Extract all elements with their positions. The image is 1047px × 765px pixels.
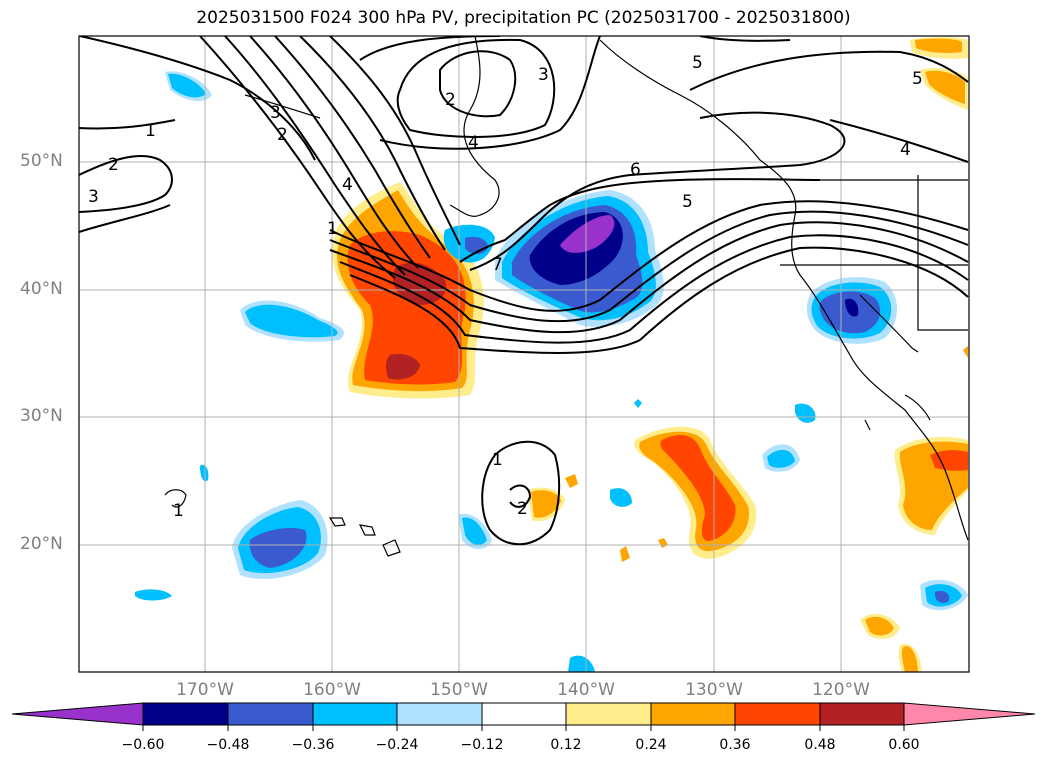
- pv-label: 3: [88, 187, 99, 207]
- colorbar: [11, 702, 1036, 731]
- lon-label-160w: 160°W: [303, 680, 361, 700]
- lon-label-150w: 150°W: [430, 680, 488, 700]
- pv-label: 4: [900, 140, 911, 160]
- colorbar-tick-label: −0.60: [121, 737, 165, 753]
- colorbar-extend-low: [11, 702, 144, 726]
- pv-label: 1: [173, 501, 184, 521]
- pv-label: 2: [108, 155, 119, 175]
- colorbar-tick-label: −0.12: [460, 737, 504, 753]
- precip-negative-blob-hawaii-west: [232, 500, 328, 579]
- gridlines: [79, 36, 969, 672]
- pv-label: 6: [630, 160, 641, 180]
- pv-label: 3: [538, 65, 549, 85]
- lat-label-50n: 50°N: [20, 151, 63, 171]
- lat-label-40n: 40°N: [20, 279, 63, 299]
- colorbar-tick-label: 0.24: [635, 737, 667, 753]
- precip-negative-blob-california: [806, 277, 898, 344]
- lon-label-120w: 120°W: [812, 680, 870, 700]
- pv-contour-labels: 1 2 3 2 3 4 1 2 3 4 6 5 7 5 4 5 1 1 2: [88, 53, 923, 521]
- pv-label: 7: [492, 255, 503, 275]
- pv-label: 3: [270, 103, 281, 123]
- pv-label: 4: [342, 175, 353, 195]
- map-title: 2025031500 F024 300 hPa PV, precipitatio…: [196, 8, 851, 28]
- pv-label: 1: [327, 219, 338, 239]
- lat-label-30n: 30°N: [20, 406, 63, 426]
- coastlines: [164, 36, 969, 557]
- precip-positive-blob-southeast: [528, 37, 968, 672]
- precip-negative-patches: [135, 71, 968, 672]
- pv-label: 5: [912, 69, 923, 89]
- pv-label: 1: [145, 121, 156, 141]
- lat-label-20n: 20°N: [20, 534, 63, 554]
- pv-label: 2: [517, 499, 528, 519]
- colorbar-tick-label: −0.48: [206, 737, 250, 753]
- pv-contours: [79, 36, 969, 546]
- colorbar-tick-label: −0.24: [375, 737, 419, 753]
- lon-label-140w: 140°W: [557, 680, 615, 700]
- map-frame: [78, 35, 970, 673]
- colorbar-tick-label: 0.36: [719, 737, 751, 753]
- pv-label: 5: [682, 192, 693, 212]
- lon-label-170w: 170°W: [176, 680, 234, 700]
- lon-label-130w: 130°W: [685, 680, 743, 700]
- precip-negative-blob-north: [443, 190, 664, 327]
- pv-label: 2: [277, 125, 288, 145]
- pv-label: 1: [492, 450, 503, 470]
- colorbar-tick-label: 0.48: [804, 737, 836, 753]
- pv-label: 4: [468, 133, 479, 153]
- pv-label: 2: [445, 90, 456, 110]
- colorbar-tick-label: −0.36: [291, 737, 335, 753]
- pv-label: 5: [692, 53, 703, 73]
- colorbar-tick-label: 0.60: [888, 737, 920, 753]
- colorbar-tick-label: 0.12: [550, 737, 582, 753]
- colorbar-extend-high: [903, 702, 1036, 726]
